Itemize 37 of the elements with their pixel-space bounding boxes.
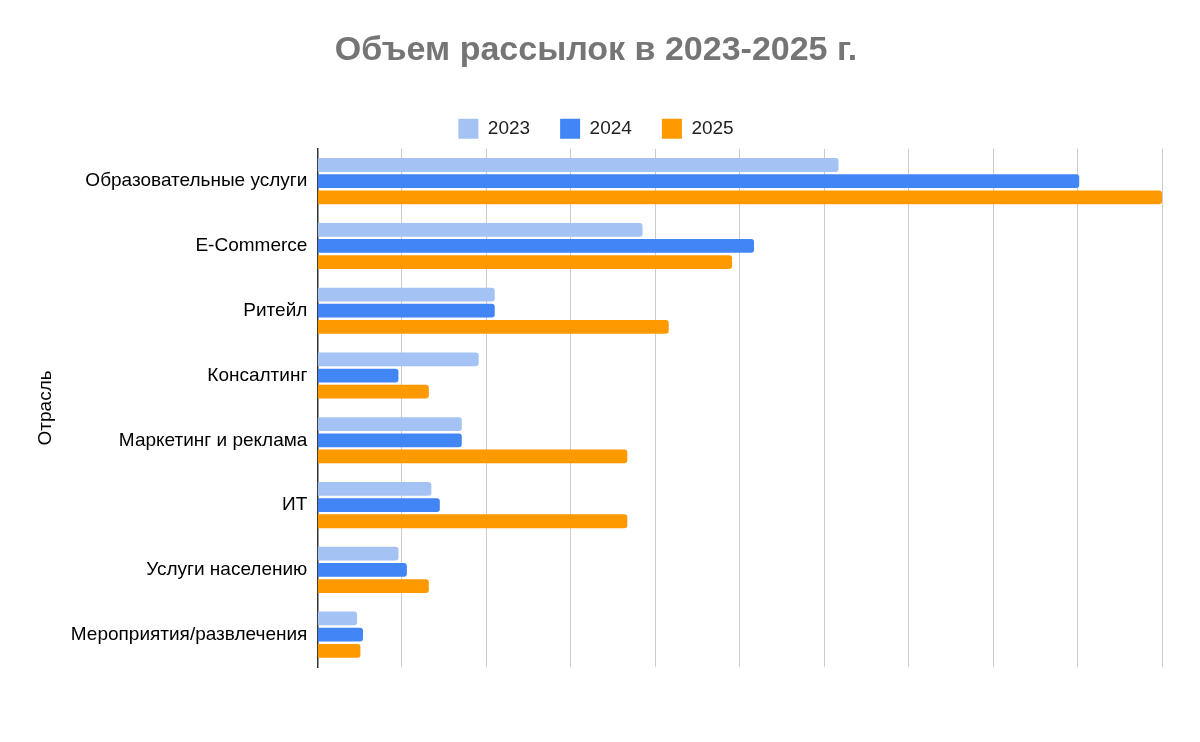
bar xyxy=(317,498,440,512)
bar xyxy=(317,546,399,561)
legend-label: 2025 xyxy=(691,117,734,139)
bar xyxy=(317,174,1080,189)
bar xyxy=(317,255,733,270)
y-tick-label: Консалтинг xyxy=(207,363,308,385)
bar xyxy=(317,368,399,383)
bar xyxy=(317,320,669,334)
bar xyxy=(317,611,358,626)
bar xyxy=(317,449,628,464)
bar xyxy=(317,627,363,642)
bar xyxy=(317,562,407,577)
y-tick-label: Маркетинг и реклама xyxy=(118,428,308,450)
bar xyxy=(317,190,1162,205)
legend-label: 2024 xyxy=(589,117,633,139)
bar xyxy=(317,158,839,172)
y-axis-title: Отрасль xyxy=(33,370,55,446)
bar xyxy=(317,352,479,367)
y-tick-label: Образовательные услуги xyxy=(85,169,308,191)
y-tick-label: Мероприятия/развлечения xyxy=(70,622,308,644)
y-tick-label: ИТ xyxy=(282,493,308,515)
bar xyxy=(317,239,755,253)
bar xyxy=(317,222,643,237)
bar xyxy=(317,481,432,496)
y-tick-label: Услуги населению xyxy=(146,558,308,580)
bar xyxy=(317,287,495,302)
bar xyxy=(317,303,495,318)
y-tick-label: Ритейл xyxy=(243,298,308,320)
bar xyxy=(317,417,462,431)
legend-label: 2023 xyxy=(487,117,531,139)
bar xyxy=(317,433,462,448)
bar xyxy=(317,579,429,593)
bar xyxy=(317,514,628,529)
bar xyxy=(317,384,429,399)
chart-title: Объем рассылок в 2023-2025 г. xyxy=(334,28,858,67)
y-tick-label: E-Commerce xyxy=(195,234,308,256)
bar xyxy=(317,643,361,658)
